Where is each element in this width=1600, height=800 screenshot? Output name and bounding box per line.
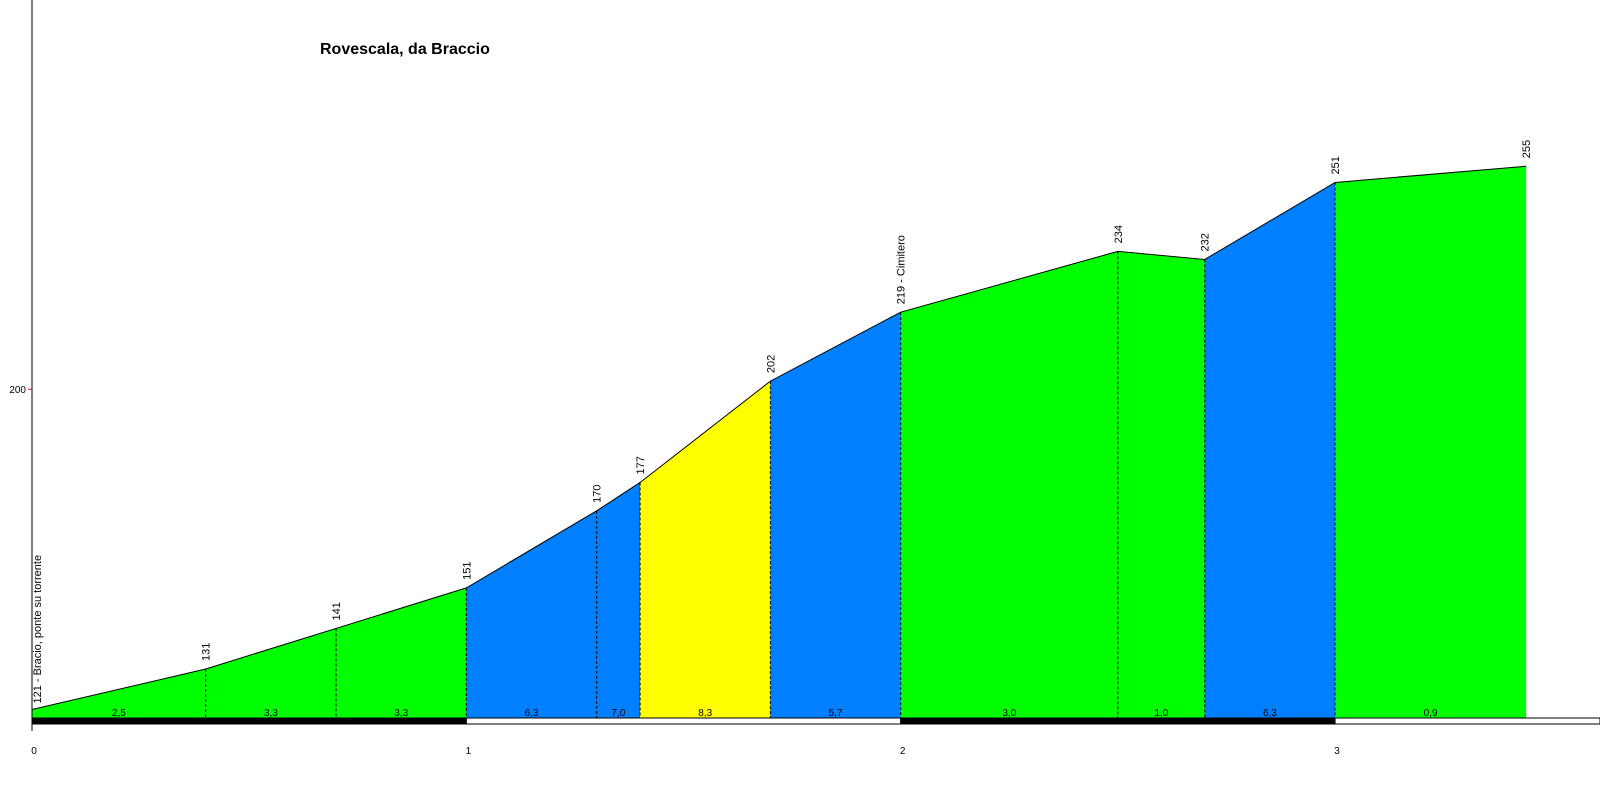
x-tick-label: 0 <box>31 746 37 757</box>
chart-title: Rovescala, da Braccio <box>320 41 490 58</box>
altitude-label: 177 <box>635 456 647 474</box>
altitude-label: 219 - Cimitero <box>896 235 908 304</box>
profile-segment <box>1335 166 1527 718</box>
profile-line <box>31 165 1527 710</box>
distance-bar-band <box>1334 717 1600 725</box>
altitude-label: 151 <box>461 562 473 580</box>
profile-segment <box>640 381 771 718</box>
altitude-label: 251 <box>1330 156 1342 174</box>
x-tick-label: 2 <box>900 746 906 757</box>
profile-segment <box>1204 182 1336 718</box>
x-tick-label: 3 <box>1334 746 1340 757</box>
profile-segment <box>1117 251 1205 718</box>
segment-gradient-label: 6,3 <box>525 708 539 719</box>
y-tick-label: 200 <box>9 385 26 396</box>
altitude-label: 141 <box>331 602 343 620</box>
segment-gradient-label: 3,3 <box>264 708 278 719</box>
segment-gradient-label: 0,9 <box>1424 708 1438 719</box>
segment-gradient-label: 7,0 <box>611 708 625 719</box>
profile-segment <box>466 510 597 718</box>
profile-segment <box>32 668 206 718</box>
altitude-label: 255 <box>1521 140 1533 158</box>
altitude-label: 170 <box>592 484 604 502</box>
segment-gradient-label: 8,3 <box>698 708 712 719</box>
segment-gradient-label: 3,3 <box>394 708 408 719</box>
segment-gradient-label: 5,7 <box>829 708 843 719</box>
altitude-label: 202 <box>765 355 777 373</box>
altitude-label: 121 - Bracio, ponte su torrente <box>32 555 44 704</box>
altitude-label: 234 <box>1113 225 1125 243</box>
profile-segment <box>336 587 467 718</box>
segment-gradient-label: 6,3 <box>1263 708 1277 719</box>
altitude-label: 131 <box>201 643 213 661</box>
segment-gradient-label: 3,0 <box>1002 708 1016 719</box>
segment-gradient-label: 1,0 <box>1154 708 1168 719</box>
profile-segment <box>770 312 901 718</box>
profile-segment <box>205 628 337 718</box>
profile-segment <box>596 482 641 718</box>
profile-segment <box>900 251 1118 718</box>
altitude-label: 232 <box>1200 233 1212 251</box>
segment-gradient-label: 2,5 <box>112 708 126 719</box>
x-tick-label: 1 <box>466 746 472 757</box>
